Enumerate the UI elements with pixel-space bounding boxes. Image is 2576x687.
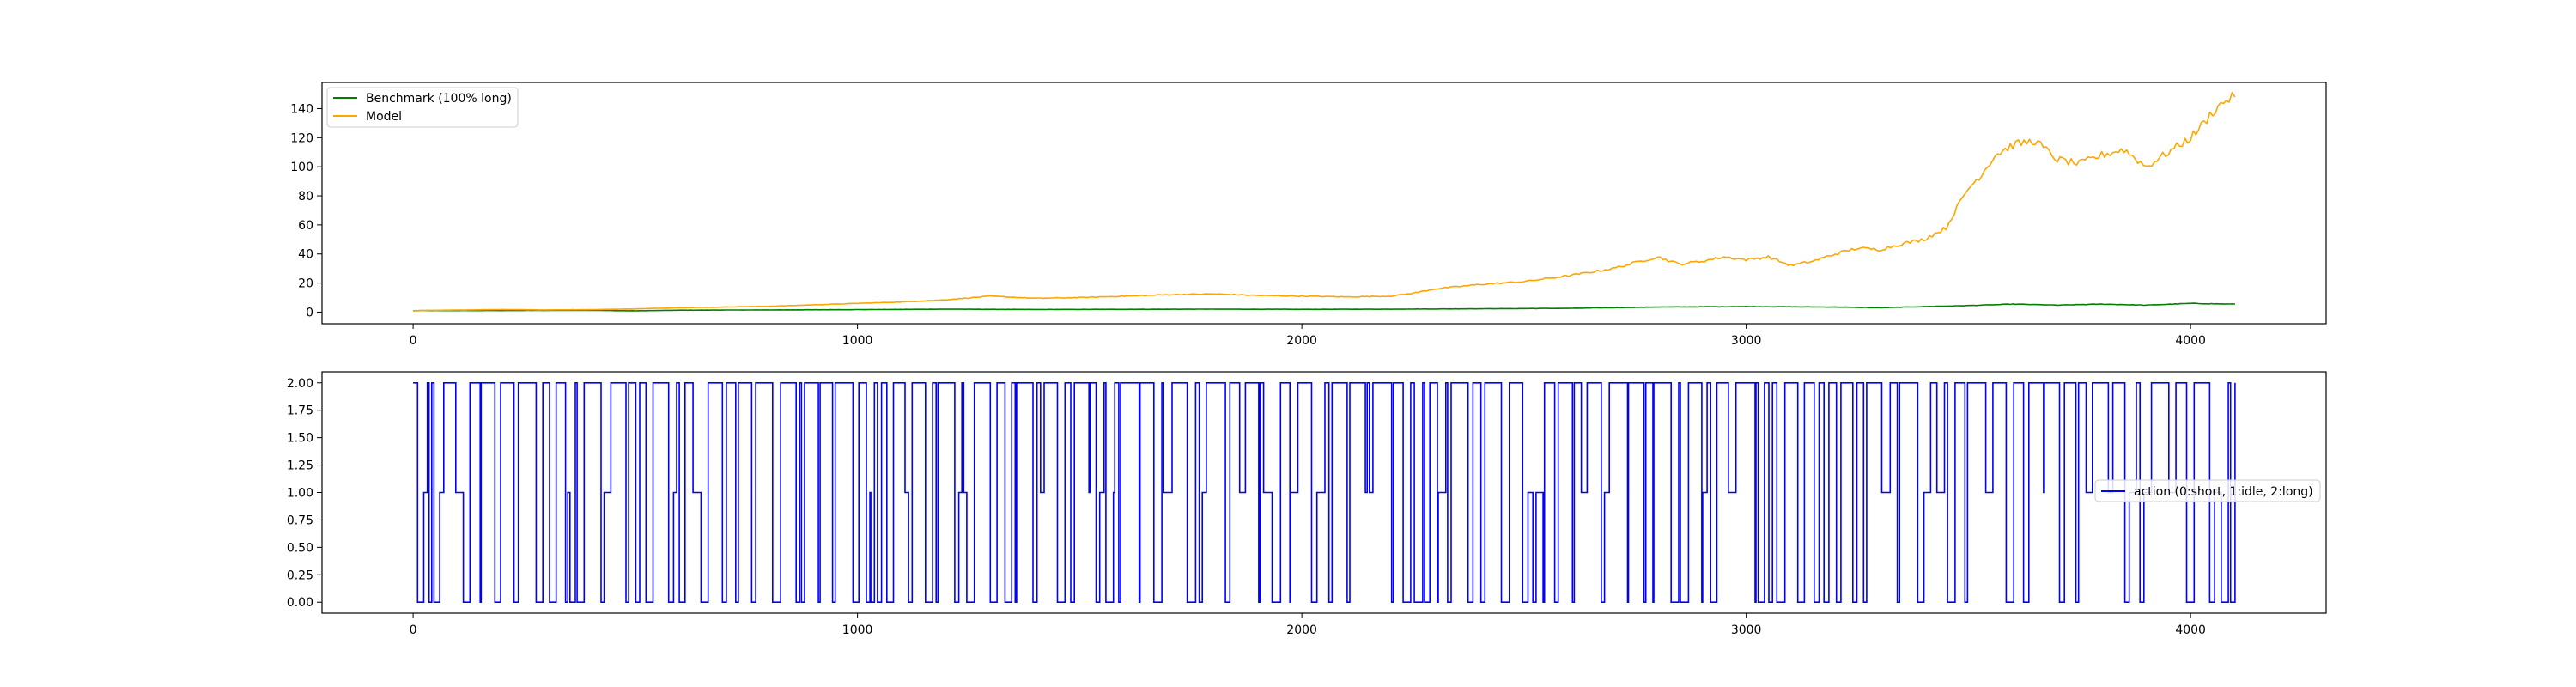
top-y-tick-label: 120 — [290, 131, 313, 145]
action-series-line — [413, 382, 2236, 603]
bottom-series-layer — [413, 382, 2236, 603]
top-y-tick-label: 80 — [298, 190, 313, 204]
bottom-y-tick-label: 1.75 — [287, 404, 313, 418]
bottom-y-tick-label: 1.25 — [287, 459, 313, 473]
top-y-tick-label: 20 — [298, 277, 313, 291]
top-y-tick-label: 60 — [298, 219, 313, 233]
bottom-legend: action (0:short, 1:idle, 2:long) — [2094, 479, 2321, 502]
top-axes-frame — [321, 82, 2327, 325]
top-x-tick-label: 3000 — [1731, 334, 1762, 348]
bottom-y-tick-label: 0.00 — [287, 596, 313, 610]
bottom-x-tick-label: 0 — [410, 623, 417, 637]
bottom-y-tick-label: 0.25 — [287, 568, 313, 582]
legend-label-model: Model — [366, 110, 402, 124]
top-x-tick-label: 2000 — [1286, 334, 1317, 348]
legend-label-benchmark: Benchmark (100% long) — [366, 92, 512, 106]
bottom-y-tick-label: 0.50 — [287, 541, 313, 555]
top-y-tick-label: 100 — [290, 161, 313, 174]
bottom-y-tick-label: 0.75 — [287, 514, 313, 527]
bottom-x-tick-label: 1000 — [842, 623, 873, 637]
bottom-x-tick-label: 2000 — [1286, 623, 1317, 637]
top-y-tick-label: 40 — [298, 248, 313, 262]
bottom-x-tick-label: 3000 — [1731, 623, 1762, 637]
bottom-y-tick-label: 2.00 — [287, 377, 313, 391]
benchmark-series-line — [413, 302, 2235, 312]
top-x-tick-label: 0 — [410, 334, 417, 348]
top-y-tick-label: 0 — [306, 306, 313, 319]
top-x-tick-label: 4000 — [2175, 334, 2206, 348]
bottom-ticks-layer: 0.00 0.25 0.50 0.75 1.00 1.25 1.50 1.75 2.00 0 100… — [287, 377, 2206, 637]
top-axes: 0 20 40 60 80 100 120 140 0 1000 2000 3000 4000 Benc… — [290, 82, 2327, 348]
model-series-line — [413, 92, 2236, 312]
bottom-x-tick-label: 4000 — [2175, 623, 2206, 637]
top-legend-box — [326, 87, 519, 128]
bottom-y-tick-label: 1.00 — [287, 487, 313, 501]
legend-label-action: action (0:short, 1:idle, 2:long) — [2134, 485, 2313, 499]
top-y-tick-label: 140 — [290, 102, 313, 116]
bottom-axes: 0.00 0.25 0.50 0.75 1.00 1.25 1.50 1.75 2.00 0 100… — [287, 371, 2327, 637]
top-series-layer — [413, 92, 2236, 312]
bottom-y-tick-label: 1.50 — [287, 432, 313, 446]
top-x-tick-label: 1000 — [842, 334, 873, 348]
bottom-legend-box — [2094, 479, 2321, 502]
top-legend: Benchmark (100% long) Model — [326, 87, 519, 128]
top-ticks-layer: 0 20 40 60 80 100 120 140 0 1000 2000 3000 4000 — [290, 102, 2206, 348]
